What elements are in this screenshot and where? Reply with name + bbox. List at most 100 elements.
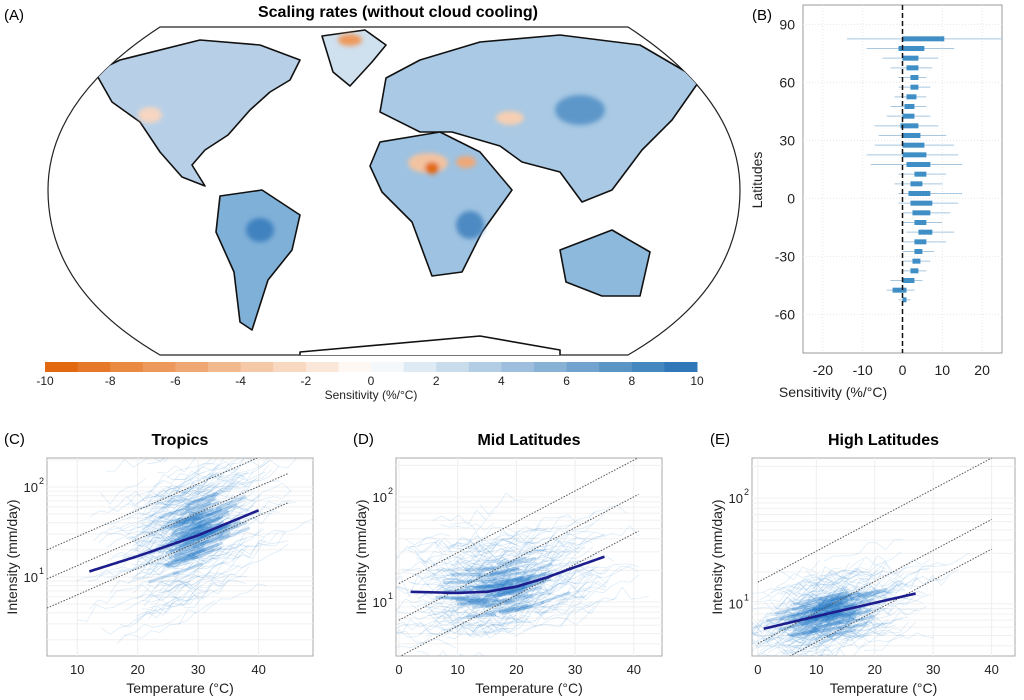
sample-line [133,507,216,538]
sample-line [497,585,528,595]
sample-line [232,518,313,562]
sample-line [135,607,173,622]
sample-line [760,626,840,651]
sample-line [227,482,292,508]
sample-line [442,599,514,612]
sample-line [792,621,823,632]
sample-line [126,489,209,520]
sample-line [498,590,534,606]
sample-line [508,551,544,564]
sample-line [517,555,562,577]
sample-line [539,540,593,563]
sample-line [148,578,231,609]
sample-line [140,553,205,575]
sample-line [215,494,247,511]
sample-line [147,476,229,499]
sample-line [801,588,863,606]
sample-line [144,539,181,553]
sample-line [502,552,556,587]
x-tick-label: 10 [450,662,464,677]
sample-line [410,578,464,591]
sample-line [803,604,834,615]
sample-line [815,591,868,613]
sample-line [142,482,216,509]
sample-line [207,540,289,574]
sample-line [522,562,554,575]
sample-line [434,603,497,617]
sample-line [486,603,549,628]
sample-line [198,533,231,549]
sample-line [787,637,823,646]
sample-line [418,586,507,600]
sample-line [428,625,464,635]
sample-line [457,624,511,634]
colorbar-segment [77,362,111,372]
y-tick-label: 30 [779,132,795,148]
sample-line [147,484,230,523]
sample-line [712,681,756,689]
colorbar-segment [371,362,405,372]
sample-line [757,652,778,656]
y-axis-label: Intensity (mm/day) [709,499,725,614]
sample-line [461,575,524,594]
sample-line [190,522,222,538]
sample-line [196,527,228,543]
sample-line [454,614,517,634]
panel-title: High Latitudes [828,432,939,449]
sample-line [775,560,821,581]
sample-line [164,543,220,568]
sample-line [448,537,511,550]
sample-line [752,637,774,643]
y-tick-label: -60 [775,306,795,322]
x-tick-label: 40 [627,662,641,677]
sample-line [805,623,885,646]
sample-line [478,581,509,589]
sample-line [514,606,594,637]
sample-line [446,630,491,640]
y-tick-label: 10 [373,595,387,610]
sample-line [848,574,884,592]
sample-line [494,552,566,575]
sample-line [144,496,200,519]
sample-line [486,544,540,565]
sample-line [175,512,267,554]
sample-line [856,577,919,599]
sample-line [449,560,529,573]
sample-line [508,569,553,582]
sample-line [871,574,951,598]
sample-line [771,577,833,594]
sample-line [791,603,845,617]
sample-line [811,601,842,611]
sample-line [765,599,810,616]
sample-line [540,591,571,605]
sample-line [190,545,223,561]
sample-line [893,568,929,593]
y-tick-label: 0 [787,190,795,206]
sample-line [458,544,494,557]
sample-line [780,572,834,596]
sample-line [416,550,452,565]
sample-line [450,621,504,636]
sample-line [108,496,164,512]
sample-line [763,616,835,636]
sample-line [790,594,861,619]
colorbar-tick-label: 8 [628,374,635,388]
sample-line [427,603,490,616]
sample-line [98,511,172,544]
sample-line [829,588,891,607]
sample-line [426,567,462,576]
x-tick-label: 10 [70,662,84,677]
sample-line [408,573,462,586]
sample-line [464,544,554,566]
sample-lines-cloud [396,458,649,656]
sample-lines-cloud [47,458,313,644]
sample-line [161,499,207,516]
sample-line [789,624,843,645]
sample-line [492,571,522,581]
sample-line [831,621,868,634]
sample-line [120,597,193,628]
sample-line [782,633,871,652]
sample-line [168,486,205,501]
sample-line [429,572,483,583]
